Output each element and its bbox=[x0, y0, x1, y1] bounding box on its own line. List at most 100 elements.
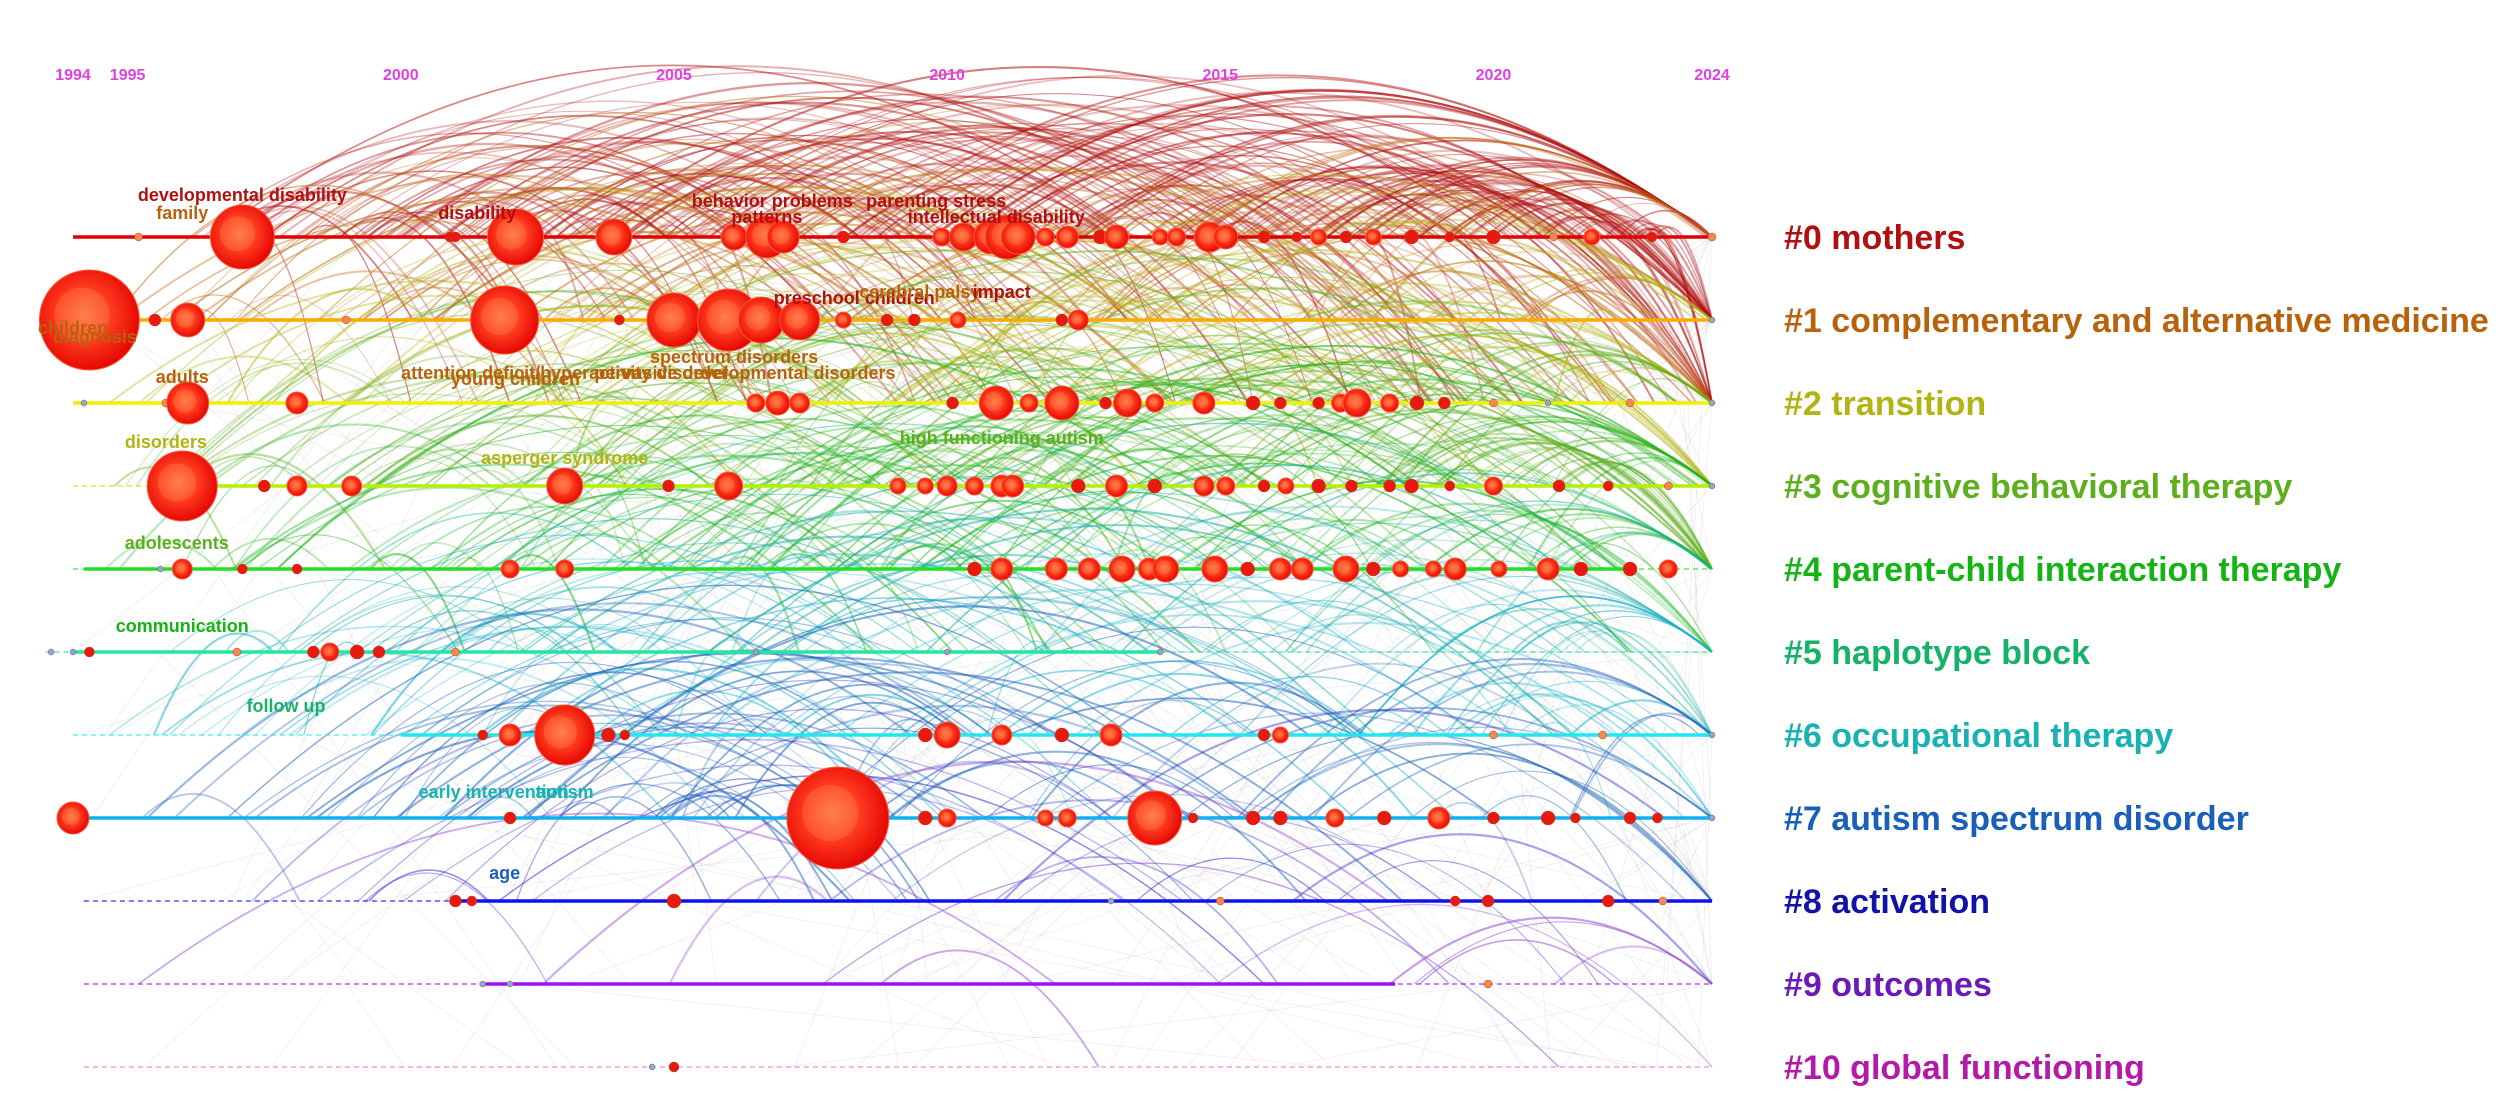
cross-cluster-link bbox=[1279, 983, 1713, 1068]
keyword-node bbox=[1257, 728, 1271, 742]
keyword-node-ring bbox=[1148, 397, 1159, 408]
keyword-node-ring bbox=[968, 480, 979, 491]
citation-arc bbox=[1431, 441, 1713, 570]
cross-cluster-link bbox=[663, 319, 965, 404]
citation-arc bbox=[238, 187, 937, 321]
keyword-node bbox=[1708, 399, 1716, 407]
citation-arc bbox=[506, 554, 596, 653]
keyword-node bbox=[341, 315, 351, 325]
citation-arc bbox=[604, 95, 1456, 321]
keyword-node-ring bbox=[772, 226, 790, 245]
citation-arc bbox=[574, 271, 1372, 487]
citation-arc bbox=[617, 658, 992, 736]
citation-arc bbox=[1074, 622, 1660, 736]
keyword-node bbox=[1240, 561, 1255, 577]
keyword-node-ring bbox=[344, 479, 356, 491]
keyword-node bbox=[157, 565, 164, 573]
citation-arc bbox=[688, 172, 1089, 321]
citation-arc bbox=[673, 638, 751, 736]
keyword-node bbox=[1707, 232, 1717, 242]
keyword-node-ring bbox=[1170, 231, 1181, 242]
keyword-node bbox=[1552, 479, 1566, 493]
keyword-node-ring bbox=[1112, 560, 1128, 575]
citation-arc bbox=[646, 224, 754, 404]
citation-arc bbox=[472, 496, 826, 570]
cross-cluster-link bbox=[1588, 568, 1713, 985]
citation-arc bbox=[135, 362, 394, 487]
citation-arc bbox=[709, 131, 1434, 404]
citation-arc bbox=[1241, 559, 1713, 653]
citation-arc bbox=[226, 288, 430, 404]
cross-cluster-link bbox=[518, 319, 1518, 570]
citation-arc bbox=[438, 138, 941, 238]
citation-arc bbox=[170, 374, 850, 570]
keyword-node-ring bbox=[994, 561, 1007, 574]
citation-arc bbox=[1000, 285, 1713, 487]
citation-arc bbox=[794, 122, 1573, 404]
citation-arc bbox=[887, 760, 1154, 819]
citation-arc bbox=[829, 554, 920, 653]
citation-arc bbox=[1359, 429, 1713, 570]
citation-arc bbox=[244, 142, 899, 404]
citation-arc bbox=[306, 595, 663, 736]
keyword-label: behavior problems bbox=[692, 191, 853, 211]
cluster-label: #4 parent-child interaction therapy bbox=[1784, 551, 2341, 589]
citation-arc bbox=[369, 553, 466, 653]
keyword-node bbox=[1602, 480, 1614, 492]
keyword-node bbox=[477, 729, 488, 741]
keyword-node bbox=[601, 727, 616, 743]
cross-cluster-link bbox=[1532, 485, 1713, 902]
citation-arc bbox=[1234, 391, 1713, 487]
citation-arc bbox=[844, 182, 1249, 404]
keyword-node bbox=[1598, 730, 1607, 740]
keyword-node bbox=[1311, 478, 1326, 494]
citation-arc bbox=[498, 774, 1265, 985]
citation-arc bbox=[1409, 272, 1713, 404]
citation-arc bbox=[1374, 183, 1713, 321]
citation-arc bbox=[996, 448, 1236, 570]
citation-arc bbox=[357, 679, 1194, 902]
citation-arc bbox=[668, 875, 829, 985]
cross-cluster-link bbox=[400, 236, 975, 487]
citation-arc bbox=[845, 518, 1165, 653]
citation-arc bbox=[1239, 332, 1679, 487]
citation-arc bbox=[515, 801, 617, 902]
citation-arc bbox=[1023, 413, 1471, 570]
cross-cluster-link bbox=[799, 236, 1353, 985]
citation-arc bbox=[1494, 437, 1713, 487]
cluster-label: #5 haplotype block bbox=[1784, 634, 2090, 672]
citation-arc bbox=[1104, 137, 1713, 321]
citation-arc bbox=[1618, 209, 1713, 238]
citation-arc bbox=[1250, 726, 1713, 819]
citation-arc bbox=[759, 522, 1052, 653]
cluster-label: #6 occupational therapy bbox=[1784, 717, 2173, 755]
citation-arc bbox=[421, 563, 1343, 736]
keyword-node bbox=[1708, 316, 1716, 324]
citation-arc bbox=[1241, 519, 1467, 570]
citation-arc bbox=[444, 187, 668, 238]
keyword-node-ring bbox=[323, 646, 334, 657]
citation-arc bbox=[1021, 188, 1239, 238]
keyword-node bbox=[1438, 396, 1451, 410]
citation-arc bbox=[1279, 171, 1594, 238]
citation-arc bbox=[1030, 154, 1613, 404]
citation-arc bbox=[707, 126, 1463, 404]
cluster-label: #0 mothers bbox=[1784, 219, 1965, 257]
citation-arc bbox=[893, 248, 1713, 404]
citation-arc bbox=[1126, 539, 1713, 653]
cross-cluster-link bbox=[269, 568, 630, 985]
citation-arc bbox=[1116, 211, 1200, 238]
citation-arc bbox=[1533, 721, 1612, 819]
cluster-label: #3 cognitive behavioral therapy bbox=[1784, 468, 2292, 506]
keyword-node bbox=[1549, 232, 1558, 242]
keyword-node bbox=[479, 980, 486, 988]
citation-arc bbox=[988, 145, 1451, 238]
citation-arc bbox=[441, 542, 1009, 653]
keyword-node-ring bbox=[940, 812, 951, 823]
citation-arc bbox=[736, 458, 913, 570]
citation-arc bbox=[1378, 224, 1486, 404]
citation-arc bbox=[1212, 321, 1713, 487]
citation-arc bbox=[1231, 171, 1640, 321]
keyword-label: autism bbox=[536, 782, 594, 802]
citation-arc bbox=[906, 187, 1708, 404]
